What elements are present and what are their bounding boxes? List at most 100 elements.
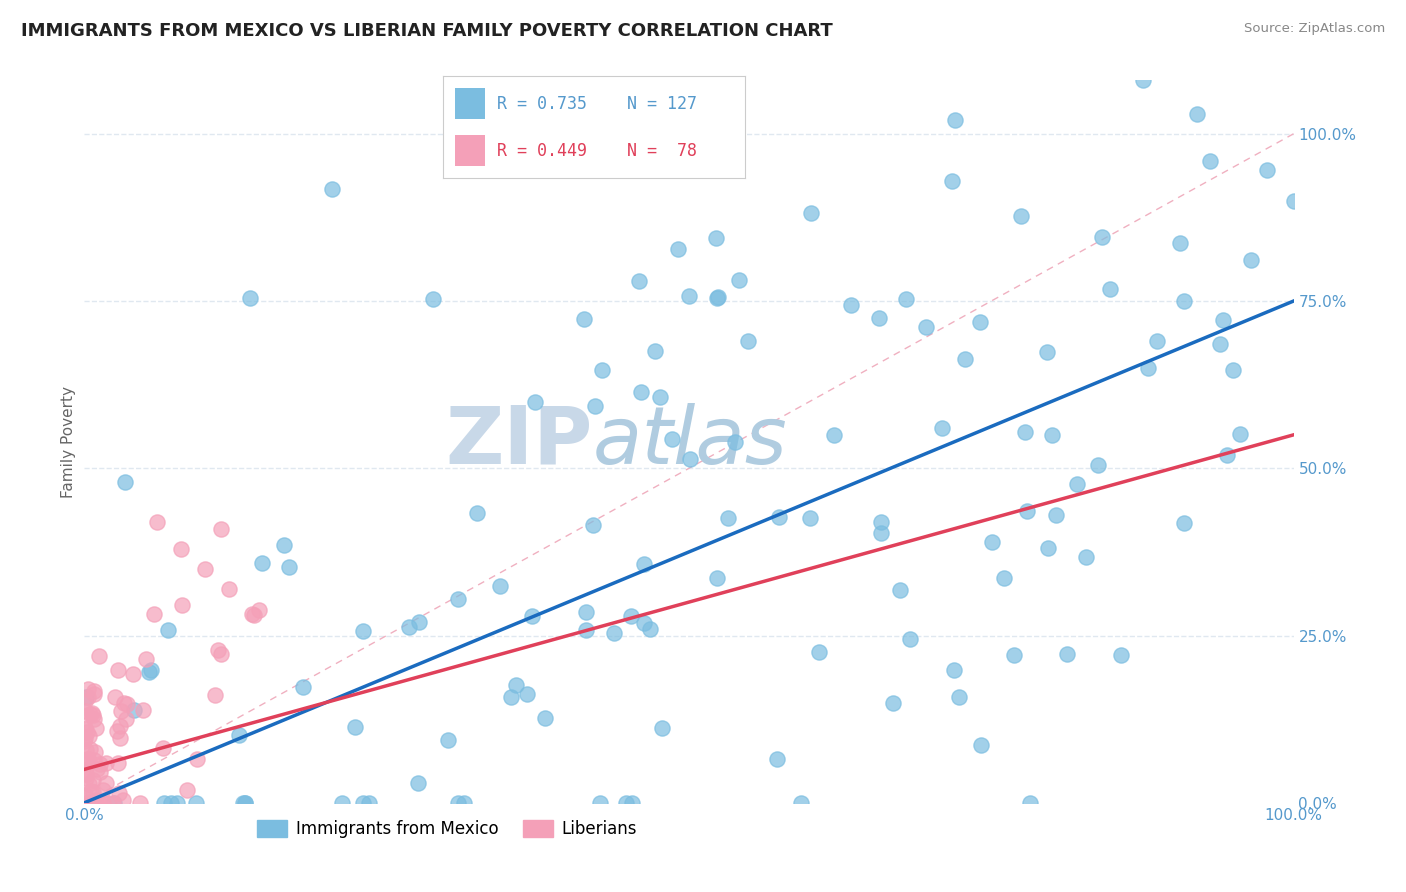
- Immigrants from Mexico: [841, 298, 863, 312]
- Liberians: [76, 690, 98, 705]
- Immigrants from Mexico: [184, 796, 207, 810]
- Immigrants from Mexico: [1209, 337, 1232, 351]
- Liberians: [89, 765, 111, 780]
- Liberians: [83, 686, 105, 700]
- Immigrants from Mexico: [166, 796, 188, 810]
- Immigrants from Mexico: [398, 620, 420, 634]
- Immigrants from Mexico: [352, 624, 374, 639]
- Immigrants from Mexico: [352, 796, 374, 810]
- Liberians: [76, 681, 98, 696]
- Immigrants from Mexico: [153, 796, 176, 810]
- Immigrants from Mexico: [648, 391, 671, 405]
- Immigrants from Mexico: [1066, 477, 1088, 491]
- Immigrants from Mexico: [870, 526, 893, 541]
- Liberians: [97, 796, 120, 810]
- Immigrants from Mexico: [651, 721, 673, 735]
- Liberians: [108, 786, 131, 800]
- Immigrants from Mexico: [505, 678, 527, 692]
- Immigrants from Mexico: [1173, 516, 1195, 530]
- Immigrants from Mexico: [160, 796, 183, 810]
- Liberians: [94, 756, 117, 770]
- Liberians: [143, 607, 166, 621]
- Immigrants from Mexico: [633, 557, 655, 571]
- Immigrants from Mexico: [1036, 541, 1059, 556]
- Liberians: [129, 796, 152, 810]
- Immigrants from Mexico: [1017, 504, 1039, 518]
- Liberians: [77, 777, 100, 791]
- Liberians: [218, 582, 240, 596]
- Immigrants from Mexico: [948, 690, 970, 705]
- Liberians: [84, 745, 107, 759]
- Immigrants from Mexico: [501, 690, 523, 704]
- Liberians: [84, 793, 107, 807]
- Liberians: [204, 688, 226, 702]
- Immigrants from Mexico: [993, 571, 1015, 585]
- Immigrants from Mexico: [103, 796, 125, 810]
- Immigrants from Mexico: [75, 690, 97, 704]
- Immigrants from Mexico: [823, 427, 845, 442]
- Immigrants from Mexico: [1132, 73, 1154, 87]
- Immigrants from Mexico: [799, 510, 821, 524]
- Immigrants from Mexico: [644, 344, 666, 359]
- Immigrants from Mexico: [969, 315, 991, 329]
- Immigrants from Mexico: [228, 728, 250, 742]
- Immigrants from Mexico: [1091, 230, 1114, 244]
- Liberians: [107, 756, 129, 770]
- Liberians: [82, 794, 104, 808]
- Text: atlas: atlas: [592, 402, 787, 481]
- Immigrants from Mexico: [620, 796, 643, 810]
- Liberians: [176, 782, 198, 797]
- Liberians: [209, 522, 232, 536]
- Immigrants from Mexico: [575, 623, 598, 637]
- Immigrants from Mexico: [575, 605, 598, 619]
- Liberians: [73, 764, 96, 778]
- Immigrants from Mexico: [707, 290, 730, 304]
- Immigrants from Mexico: [321, 182, 343, 196]
- Immigrants from Mexico: [808, 645, 831, 659]
- Immigrants from Mexico: [138, 665, 160, 679]
- Immigrants from Mexico: [523, 395, 546, 409]
- Immigrants from Mexico: [447, 796, 470, 810]
- Immigrants from Mexico: [357, 796, 380, 810]
- Liberians: [170, 598, 193, 612]
- Immigrants from Mexico: [704, 231, 727, 245]
- Immigrants from Mexico: [273, 538, 295, 552]
- Liberians: [75, 767, 97, 781]
- Immigrants from Mexico: [344, 720, 367, 734]
- Text: R = 0.735    N = 127: R = 0.735 N = 127: [498, 95, 697, 112]
- Liberians: [75, 704, 97, 718]
- Immigrants from Mexico: [252, 556, 274, 570]
- Immigrants from Mexico: [1185, 107, 1208, 121]
- Liberians: [242, 608, 264, 623]
- Immigrants from Mexico: [406, 776, 429, 790]
- Liberians: [135, 651, 157, 665]
- Immigrants from Mexico: [790, 796, 813, 810]
- Liberians: [75, 743, 97, 757]
- Immigrants from Mexico: [122, 704, 145, 718]
- Immigrants from Mexico: [82, 796, 104, 810]
- Liberians: [105, 723, 128, 738]
- Liberians: [152, 741, 174, 756]
- Immigrants from Mexico: [1040, 427, 1063, 442]
- Legend: Immigrants from Mexico, Liberians: Immigrants from Mexico, Liberians: [250, 814, 644, 845]
- Y-axis label: Family Poverty: Family Poverty: [60, 385, 76, 498]
- Liberians: [82, 772, 104, 787]
- Immigrants from Mexico: [591, 363, 613, 377]
- Immigrants from Mexico: [114, 475, 136, 489]
- Immigrants from Mexico: [620, 609, 643, 624]
- Immigrants from Mexico: [1222, 363, 1244, 377]
- Liberians: [87, 796, 110, 810]
- Immigrants from Mexico: [765, 752, 787, 766]
- Immigrants from Mexico: [453, 796, 475, 810]
- Immigrants from Mexico: [1256, 162, 1278, 177]
- Liberians: [170, 541, 193, 556]
- Liberians: [211, 648, 233, 662]
- Liberians: [108, 718, 131, 732]
- Immigrants from Mexico: [1282, 194, 1305, 208]
- Immigrants from Mexico: [291, 680, 314, 694]
- Liberians: [83, 712, 105, 726]
- Immigrants from Mexico: [717, 511, 740, 525]
- Immigrants from Mexico: [666, 243, 689, 257]
- Liberians: [84, 721, 107, 735]
- Liberians: [73, 789, 96, 803]
